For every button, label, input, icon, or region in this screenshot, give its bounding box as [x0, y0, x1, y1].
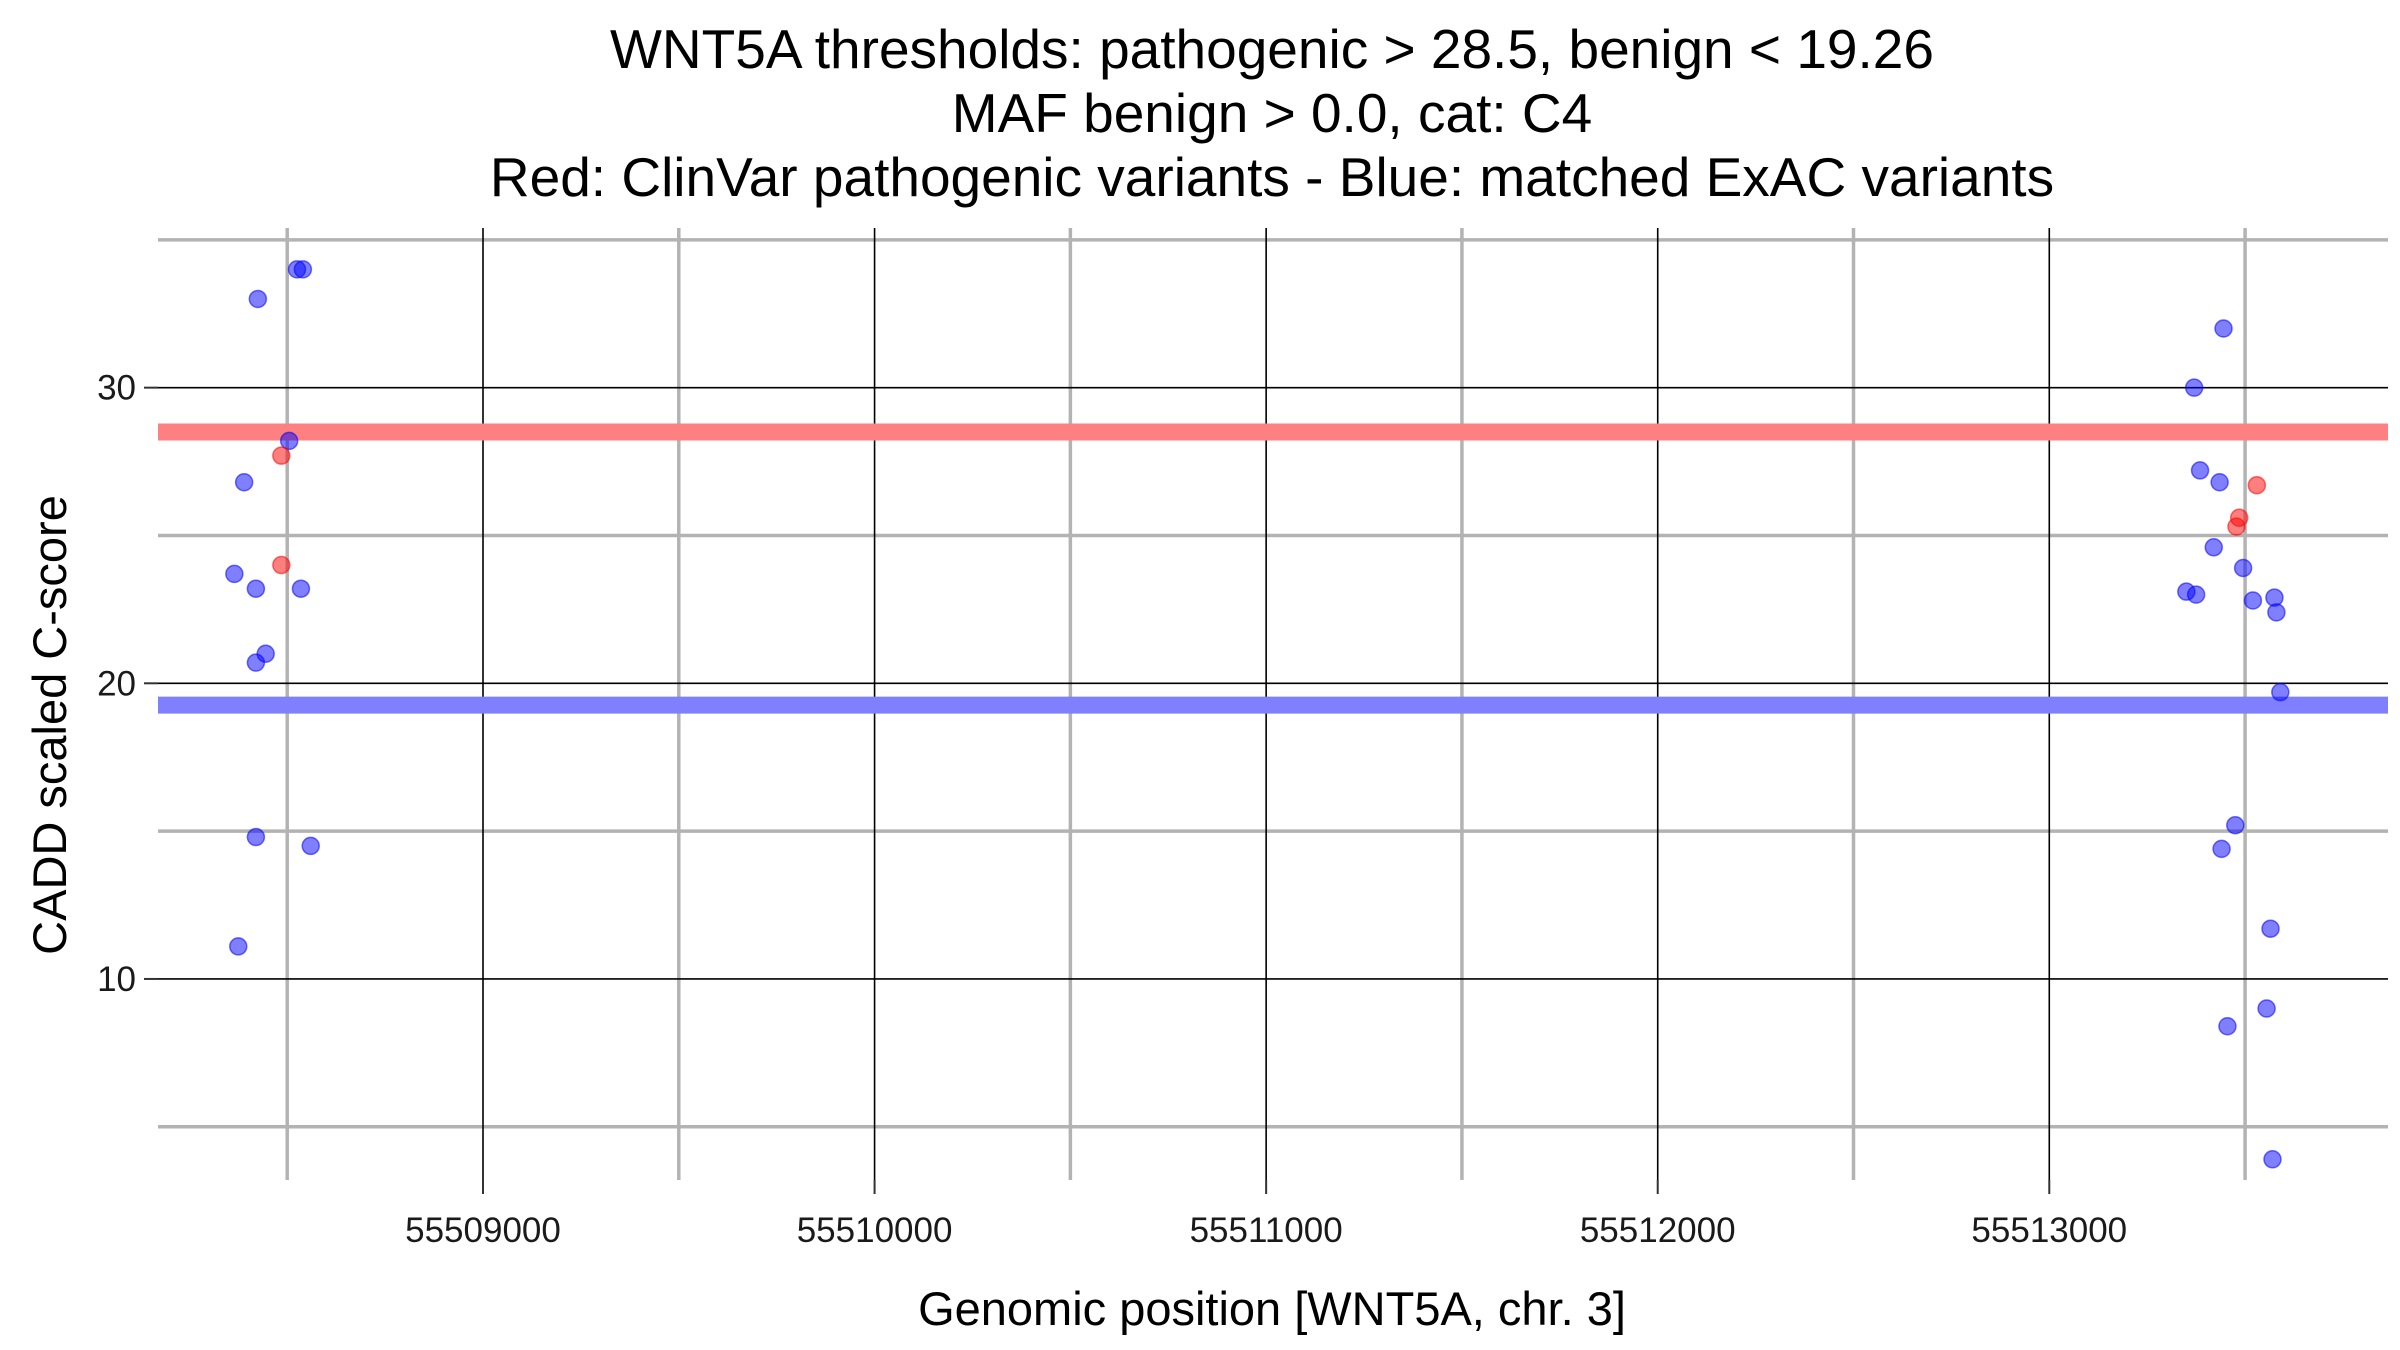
title-line-2: MAF benign > 0.0, cat: C4: [952, 82, 1592, 144]
benign-point-15: [2190, 461, 2210, 480]
benign-point-25: [2226, 815, 2245, 835]
benign-point-20: [2186, 585, 2206, 604]
benign-point-5: [225, 564, 244, 584]
x-tick-label-4: 55513000: [1971, 1211, 2127, 1250]
benign-point-17: [2204, 538, 2224, 557]
y-axis-label: CADD scaled C-score: [23, 495, 76, 955]
y-tick-label-1: 20: [97, 664, 136, 703]
benign-point-26: [2212, 839, 2231, 859]
benign-point-24: [2271, 682, 2290, 702]
title-line-1: WNT5A thresholds: pathogenic > 28.5, ben…: [610, 18, 1934, 80]
benign-point-6: [246, 579, 266, 598]
benign-point-30: [2263, 1150, 2282, 1169]
benign-point-28: [2257, 999, 2276, 1018]
pathogenic-point-2: [2247, 475, 2267, 495]
benign-point-2: [293, 260, 313, 279]
y-tick-label-2: 30: [97, 369, 136, 408]
benign-point-9: [246, 653, 266, 672]
benign-point-18: [2233, 558, 2253, 578]
x-tick-label-1: 55510000: [797, 1211, 953, 1250]
benign-point-21: [2243, 591, 2263, 610]
benign-point-11: [301, 836, 320, 856]
benign-point-13: [2214, 319, 2233, 338]
benign-point-7: [291, 579, 311, 598]
benign-point-10: [246, 827, 266, 847]
benign-point-14: [2184, 378, 2204, 397]
y-tick-label-0: 10: [97, 960, 136, 999]
benign-point-29: [2218, 1017, 2237, 1036]
benign-point-0: [248, 289, 268, 309]
pathogenic-point-1: [272, 555, 291, 575]
title-line-3: Red: ClinVar pathogenic variants - Blue:…: [490, 146, 2054, 208]
pathogenic-point-0: [272, 446, 291, 465]
x-tick-label-0: 55509000: [405, 1211, 561, 1250]
x-axis-label: Genomic position [WNT5A, chr. 3]: [918, 1282, 1626, 1335]
threshold-layer: [158, 423, 2388, 714]
pathogenic-point-4: [2227, 517, 2246, 536]
benign-point-4: [234, 473, 254, 492]
x-tick-label-3: 55512000: [1580, 1211, 1736, 1250]
points-layer: [225, 260, 2290, 1169]
benign-point-3: [279, 431, 299, 451]
ticks-layer: 10 20 30 55509000 55510000 55511000 55512000 55…: [97, 369, 2127, 1250]
benign-point-16: [2210, 473, 2229, 492]
x-tick-label-2: 55511000: [1190, 1211, 1343, 1250]
benign-point-27: [2261, 919, 2280, 938]
chart-title: WNT5A thresholds: pathogenic > 28.5, ben…: [490, 18, 2054, 208]
benign-point-23: [2267, 603, 2286, 622]
benign-point-12: [229, 937, 248, 956]
